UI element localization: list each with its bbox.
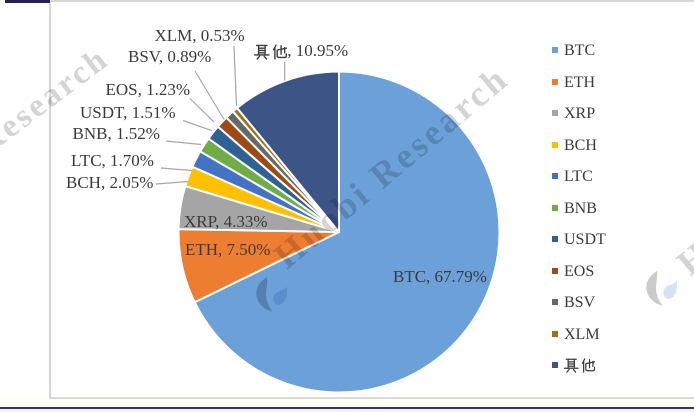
svg-text:Huobi Research: Huobi Research	[669, 64, 694, 283]
svg-text:Huobi Research: Huobi Research	[266, 57, 516, 276]
svg-text:Huobi Research: Huobi Research	[0, 40, 116, 230]
